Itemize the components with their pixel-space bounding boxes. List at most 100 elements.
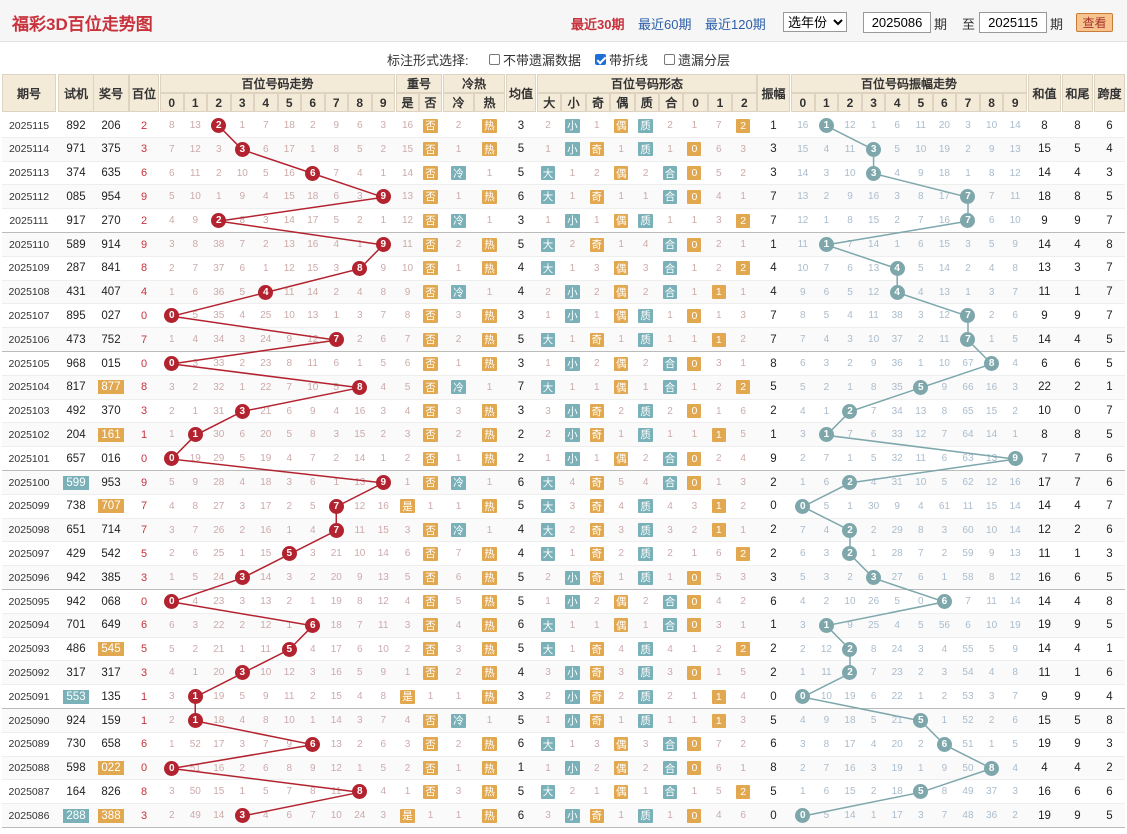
form-cell: 0 (683, 304, 705, 327)
form-cell: 1 (691, 691, 698, 703)
trend-miss: 1 (309, 596, 316, 607)
amp-miss: 4 (988, 262, 995, 274)
trend-miss: 10 (354, 548, 366, 560)
amp-hit: 7 (956, 304, 980, 327)
trend-miss: 10 (330, 810, 342, 822)
amp-ball: 7 (960, 308, 976, 324)
trend-miss: 17 (213, 738, 225, 750)
view-button[interactable]: 查看 (1076, 13, 1113, 32)
trend-miss: 21 (260, 405, 272, 417)
option-no-miss[interactable]: 不带遗漏数据 (489, 50, 581, 69)
sum-cell: 4 (1041, 762, 1048, 775)
to-issue-input[interactable]: 2025115 (979, 12, 1047, 33)
form-cell: 1 (569, 643, 576, 655)
hotcold-cell: 热 (474, 328, 505, 351)
prize-cell: 270 (101, 214, 121, 227)
amp-hit: 7 (956, 185, 980, 208)
form-tag: 质 (638, 499, 653, 514)
sum-cell: 8 (1041, 428, 1048, 441)
repeat-cell: 否 (419, 542, 442, 565)
link-recent-60[interactable]: 最近60期 (638, 17, 692, 32)
header-repeat: 重号 (396, 74, 442, 93)
checkbox-icon[interactable] (664, 54, 675, 65)
trend-miss: 5 (192, 310, 199, 322)
prize-cell: 914 (101, 238, 121, 251)
form-cell: 1 (716, 477, 722, 488)
form-tag: 偶 (613, 261, 629, 276)
form-tag: 奇 (589, 689, 605, 704)
from-issue-input[interactable]: 2025086 (863, 12, 931, 33)
amp-miss: 1 (847, 453, 853, 465)
trend-miss: 2 (356, 334, 363, 346)
trend-miss: 3 (168, 786, 175, 798)
amp-miss: 7 (800, 524, 806, 536)
sum-cell: 10 (1038, 405, 1051, 418)
trial-cell: 374 (66, 167, 86, 180)
form-cell: 奇 (586, 638, 608, 661)
hot-tag: 热 (482, 451, 497, 466)
trend-miss: 2 (262, 239, 269, 250)
form-cell: 1 (618, 429, 624, 441)
trend-miss: 6 (333, 191, 340, 203)
option-with-line[interactable]: 带折线 (595, 50, 648, 69)
repeat-cell: 否 (419, 757, 442, 780)
checkbox-icon[interactable] (489, 54, 500, 65)
header-amp-digit: 6 (932, 93, 957, 112)
amp-miss: 7 (988, 191, 995, 203)
header-amp-digit: 1 (814, 93, 839, 112)
form-cell: 6 (716, 762, 722, 774)
form-cell: 小 (561, 661, 583, 684)
hotcold-cell: 热 (474, 542, 505, 565)
header-form-sub: 0 (683, 93, 708, 112)
link-recent-120[interactable]: 最近120期 (705, 17, 766, 32)
trend-miss: 19 (189, 453, 201, 465)
trend-miss: 6 (380, 738, 387, 750)
amp-miss: 3 (800, 738, 806, 750)
amp-miss: 14 (1009, 500, 1021, 512)
checkbox-checked-icon[interactable] (595, 54, 606, 65)
header-trend-digit: 5 (277, 93, 301, 112)
option-miss-layer[interactable]: 遗漏分层 (664, 50, 730, 69)
amp-miss: 3 (988, 691, 995, 703)
hot-tag: 热 (482, 356, 497, 371)
form-tag: 小 (565, 761, 580, 776)
repeat-tag: 否 (423, 166, 438, 181)
trend-miss: 24 (213, 572, 225, 584)
trend-miss: 15 (354, 429, 366, 441)
amp-miss: 10 (1009, 215, 1021, 227)
issue-cell: 2025099 (8, 500, 50, 513)
form-tag: 大 (540, 166, 556, 181)
amp-miss: 13 (797, 191, 809, 203)
amp-hit: 5 (909, 780, 933, 803)
form-tag: 大 (540, 642, 556, 657)
form-cell: 0 (683, 400, 705, 423)
form-cell: 2 (732, 209, 754, 232)
year-select[interactable]: 选年份 (783, 12, 847, 32)
trial-cell: 917 (66, 214, 86, 227)
form-cell: 2 (642, 762, 649, 774)
repeat-cell: 9 (404, 286, 411, 298)
hotcold-cell: 1 (455, 453, 462, 465)
amp-miss: 7 (1012, 286, 1018, 298)
form-cell: 1 (569, 262, 576, 274)
trend-miss: 49 (189, 810, 201, 822)
amp-cell: 1 (770, 119, 777, 132)
link-recent-30[interactable]: 最近30期 (571, 17, 625, 32)
trend-hit: 5 (278, 542, 302, 565)
amp-miss: 10 (986, 120, 998, 131)
form-cell: 小 (561, 590, 583, 613)
hotcold-cell: 热 (474, 661, 505, 684)
sum-cell: 17 (1038, 476, 1051, 489)
trend-miss: 1 (262, 262, 269, 274)
amp-miss: 5 (800, 381, 806, 393)
repeat-cell: 否 (419, 281, 442, 304)
span-cell: 6 (1106, 666, 1113, 679)
form-tag: 大 (540, 499, 556, 514)
amp-hit: 1 (815, 233, 839, 256)
trial-cell: 971 (66, 143, 86, 156)
form-cell: 小 (561, 114, 583, 137)
span-cell: 6 (1106, 785, 1113, 798)
amp-miss: 2 (918, 738, 924, 750)
repeat-cell: 4 (404, 405, 411, 417)
form-tag: 质 (638, 808, 653, 823)
